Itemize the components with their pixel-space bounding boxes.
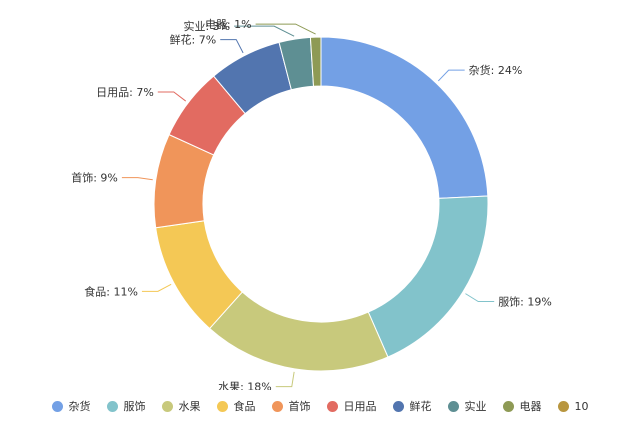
slice-label-0: 杂货: 24%: [469, 63, 523, 77]
slice-label-4: 首饰: 9%: [71, 171, 118, 185]
legend-item-2[interactable]: 水果: [161, 398, 201, 414]
leader-line-5: [157, 91, 187, 102]
leader-line-0: [437, 69, 465, 82]
legend-marker-icon: [216, 400, 228, 412]
legend-label: 日用品: [343, 400, 377, 413]
leader-line-4: [121, 177, 153, 181]
slice-label-3: 食品: 11%: [84, 284, 138, 298]
legend-item-0[interactable]: 杂货: [51, 398, 91, 414]
legend-marker-icon: [392, 400, 404, 412]
slice-0[interactable]: [320, 36, 489, 199]
slice-2[interactable]: [208, 291, 389, 372]
legend-item-5[interactable]: 日用品: [326, 398, 377, 414]
legend-item-3[interactable]: 食品: [216, 398, 256, 414]
legend-marker-icon: [447, 400, 459, 412]
slice-label-8: 电器: 1%: [205, 18, 252, 31]
leader-line-1: [465, 293, 495, 303]
legend-item-6[interactable]: 鲜花: [392, 398, 432, 414]
slice-label-1: 服饰: 19%: [498, 295, 552, 309]
leader-line-2: [275, 371, 295, 388]
legend-marker-icon: [161, 400, 173, 412]
legend-label: 电器: [519, 400, 542, 413]
legend-label: 食品: [233, 400, 256, 413]
legend-label: 实业: [464, 400, 487, 413]
slice-1[interactable]: [367, 195, 489, 358]
leader-line-7: [234, 25, 295, 37]
slice-label-2: 水果: 18%: [218, 381, 272, 390]
slice-label-7: 实业: 3%: [183, 19, 230, 33]
legend-marker-icon: [271, 400, 283, 412]
legend-label: 杂货: [68, 400, 91, 413]
legend-label: 10: [574, 399, 589, 413]
legend-label: 服饰: [123, 400, 146, 413]
legend-label: 鲜花: [409, 400, 432, 413]
slice-label-6: 鲜花: 7%: [170, 33, 217, 47]
legend-item-1[interactable]: 服饰: [106, 398, 146, 414]
slice-label-5: 日用品: 7%: [96, 86, 154, 99]
legend-item-8[interactable]: 电器: [502, 398, 542, 414]
legend-marker-icon: [326, 400, 338, 412]
leader-line-8: [255, 23, 316, 35]
leader-line-3: [141, 283, 172, 292]
donut-svg: 杂货: 24% 服饰: 19% 水果: 18% 食品: 11% 首饰: 9% 日用品: 7…: [71, 18, 552, 390]
legend-label: 水果: [178, 400, 201, 413]
legend-marker-icon: [51, 400, 63, 412]
leader-line-6: [220, 39, 244, 54]
chart-legend: 杂货 服饰 水果 食品 首饰 日用品 鲜花 实业 电器 10: [0, 396, 640, 416]
legend-marker-icon: [106, 400, 118, 412]
legend-item-4[interactable]: 首饰: [271, 398, 311, 414]
legend-label: 首饰: [288, 400, 311, 413]
legend-item-9[interactable]: 10: [557, 399, 589, 413]
legend-item-7[interactable]: 实业: [447, 398, 487, 414]
legend-marker-icon: [502, 400, 514, 412]
legend-marker-icon: [557, 400, 569, 412]
slice-8[interactable]: [309, 36, 322, 87]
